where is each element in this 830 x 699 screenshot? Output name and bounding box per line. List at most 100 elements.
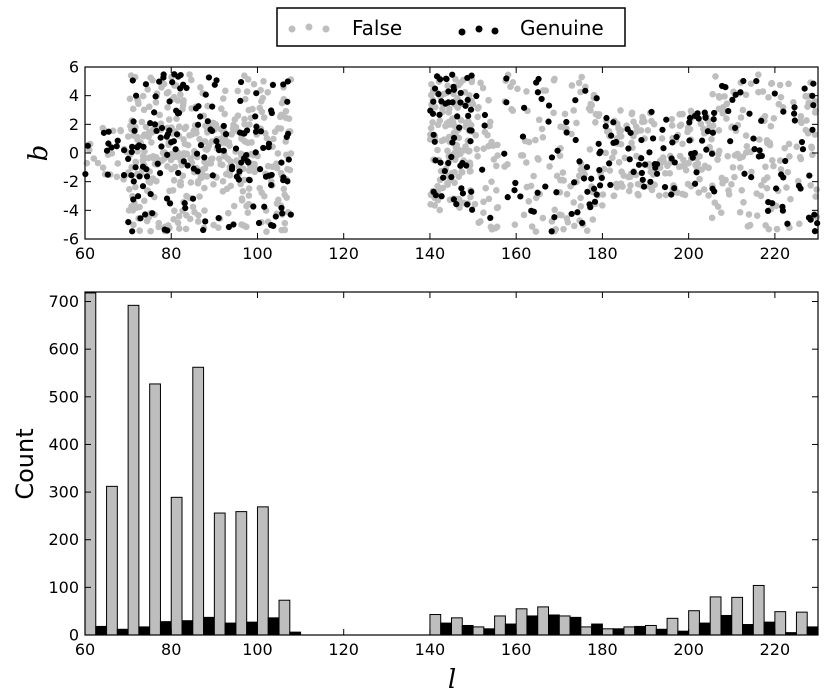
scatter-point-false	[739, 153, 747, 160]
scatter-point-false	[278, 226, 285, 234]
scatter-point-genuine	[114, 137, 121, 144]
scatter-point-false	[658, 135, 666, 142]
scatter-point-false	[174, 219, 182, 227]
scatter-point-false	[160, 80, 168, 88]
scatter-point-false	[684, 180, 692, 188]
scatter-point-false	[136, 203, 143, 211]
legend-label-false: False	[352, 16, 402, 40]
scatter-point-false	[761, 112, 769, 120]
scatter-point-genuine	[603, 114, 610, 122]
scatter-point-false	[599, 191, 607, 198]
scatter-point-false	[216, 155, 223, 163]
scatter-point-false	[625, 187, 633, 195]
scatter-point-genuine	[464, 74, 471, 82]
scatter-point-false	[745, 211, 753, 218]
scatter-point-false	[790, 98, 797, 106]
scatter-point-false	[575, 79, 583, 87]
histogram-bar-genuine	[138, 626, 151, 636]
scatter-point-false	[573, 119, 580, 127]
scatter-point-genuine	[149, 210, 156, 217]
scatter-point-false	[787, 195, 794, 203]
scatter-point-genuine	[729, 96, 736, 103]
scatter-point-false	[445, 109, 453, 116]
scatter-point-genuine	[748, 174, 755, 181]
scatter-point-false	[181, 125, 188, 133]
scatter-point-false	[546, 163, 553, 170]
legend-frame	[276, 7, 626, 47]
scatter-point-false	[183, 192, 190, 200]
scatter-point-false	[626, 173, 634, 180]
scatter-point-false	[776, 81, 784, 89]
histogram-x-tick-label: 80	[161, 640, 181, 659]
scatter-point-genuine	[758, 152, 765, 160]
scatter-point-genuine	[195, 103, 202, 110]
scatter-point-genuine	[548, 154, 556, 161]
scatter-point-false	[147, 227, 154, 235]
scatter-point-genuine	[669, 139, 676, 146]
scatter-point-false	[695, 189, 703, 196]
scatter-point-false	[677, 121, 685, 129]
scatter-point-genuine	[673, 133, 680, 141]
scatter-point-false	[508, 105, 515, 113]
scatter-point-genuine	[143, 166, 150, 173]
scatter-point-false	[523, 183, 531, 191]
histogram-bar-genuine	[655, 628, 668, 636]
scatter-point-false	[765, 94, 772, 101]
scatter-point-false	[434, 182, 441, 190]
scatter-point-false	[705, 192, 712, 199]
histogram-bar-false	[645, 624, 657, 636]
scatter-point-false	[426, 136, 434, 143]
histogram-x-axis: 60 80 100 120 140 160 180 200 220	[75, 292, 790, 659]
scatter-series-genuine	[82, 71, 821, 235]
scatter-point-genuine	[809, 126, 816, 133]
scatter-point-genuine	[732, 124, 739, 132]
scatter-point-genuine	[811, 228, 819, 235]
scatter-point-false	[427, 91, 435, 99]
scatter-point-false	[275, 196, 282, 204]
scatter-point-genuine	[625, 145, 632, 152]
scatter-point-genuine	[779, 207, 787, 214]
scatter-point-false	[273, 164, 281, 172]
scatter-point-false	[811, 109, 819, 116]
scatter-point-false	[684, 124, 692, 131]
scatter-point-genuine	[128, 143, 136, 150]
scatter-point-false	[127, 122, 134, 130]
scatter-point-false	[241, 95, 249, 103]
scatter-point-genuine	[473, 92, 480, 100]
scatter-point-genuine	[572, 97, 579, 104]
scatter-point-genuine	[756, 147, 763, 154]
histogram-bar-genuine	[720, 614, 733, 636]
scatter-point-false	[468, 78, 476, 86]
scatter-point-genuine	[132, 164, 139, 171]
histogram-bar-false	[623, 626, 636, 636]
scatter-point-false	[246, 121, 253, 128]
scatter-point-false	[113, 173, 121, 181]
scatter-point-false	[197, 84, 204, 91]
scatter-point-false	[239, 187, 247, 195]
histogram-bar-false	[558, 615, 571, 636]
scatter-point-false	[165, 88, 172, 96]
scatter-point-false	[617, 133, 625, 140]
scatter-point-genuine	[225, 223, 233, 231]
histogram-x-tick-label: 180	[587, 640, 618, 659]
histogram-bar-false	[688, 610, 700, 636]
scatter-point-genuine	[173, 107, 180, 114]
scatter-point-false	[619, 183, 626, 190]
scatter-point-false	[186, 215, 194, 223]
scatter-point-genuine	[691, 149, 698, 157]
scatter-point-false	[493, 223, 501, 231]
histogram-bar-false	[774, 611, 787, 636]
histogram-bar-genuine	[246, 621, 258, 636]
scatter-point-genuine	[671, 185, 678, 192]
scatter-point-genuine	[710, 116, 717, 123]
histogram-y-tick-label: 500	[48, 387, 79, 406]
scatter-point-false	[583, 227, 591, 234]
scatter-point-genuine	[197, 113, 204, 120]
scatter-point-genuine	[268, 222, 275, 229]
scatter-point-false	[472, 131, 480, 139]
scatter-point-false	[630, 118, 637, 126]
scatter-point-false	[241, 115, 248, 123]
scatter-point-genuine	[215, 214, 222, 222]
scatter-point-false	[223, 185, 231, 193]
scatter-point-false	[457, 116, 465, 124]
